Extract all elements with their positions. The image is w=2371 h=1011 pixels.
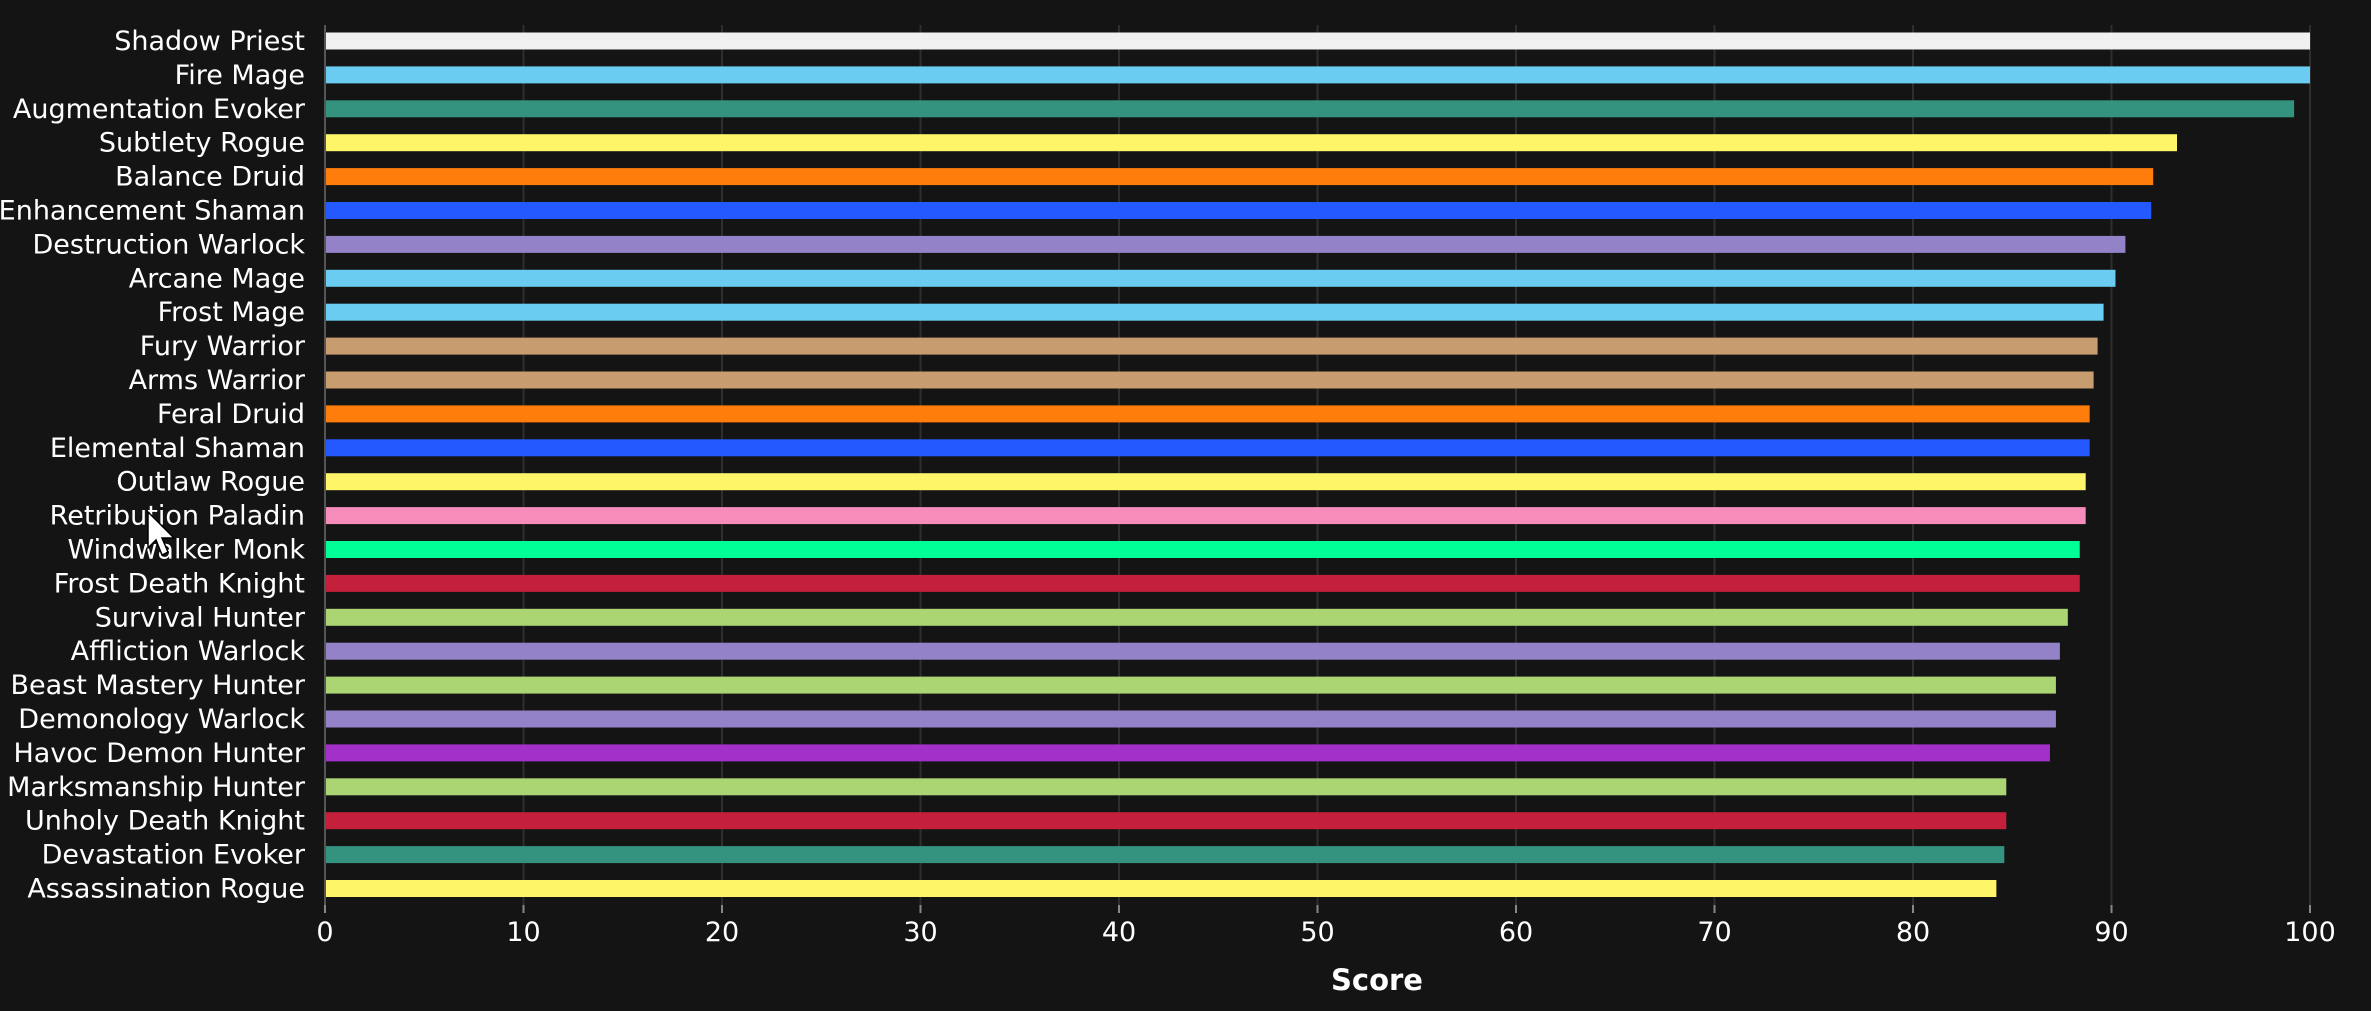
bar-retribution-paladin[interactable]	[325, 507, 2086, 525]
category-label-frost-mage: Frost Mage	[158, 297, 305, 328]
category-label-unholy-death-knight: Unholy Death Knight	[25, 806, 305, 837]
bar-affliction-warlock[interactable]	[325, 642, 2060, 660]
bar-outlaw-rogue[interactable]	[325, 473, 2086, 491]
bar-augmentation-evoker[interactable]	[325, 100, 2295, 118]
bar-arms-warrior[interactable]	[325, 371, 2094, 389]
category-label-affliction-warlock: Affliction Warlock	[71, 636, 306, 667]
category-label-fire-mage: Fire Mage	[175, 60, 305, 91]
x-axis: 0 10 20 30 40 50 60 70 80 90 100	[316, 25, 2336, 948]
category-label-enhancement-shaman: Enhancement Shaman	[0, 196, 305, 227]
x-axis-title: Score	[1331, 963, 1423, 997]
category-label-havoc-demon-hunter: Havoc Demon Hunter	[13, 738, 305, 769]
bar-destruction-warlock[interactable]	[325, 235, 2126, 253]
grid	[324, 25, 2311, 905]
bar-beast-mastery-hunter[interactable]	[325, 676, 2056, 694]
bar-fury-warrior[interactable]	[325, 337, 2098, 355]
x-tick-label-100: 100	[2284, 917, 2336, 948]
category-label-retribution-paladin: Retribution Paladin	[50, 501, 305, 532]
x-tick-label-60: 60	[1499, 917, 1533, 948]
bar-marksmanship-hunter[interactable]	[325, 778, 2007, 796]
x-tick-label-20: 20	[705, 917, 739, 948]
x-tick-label-10: 10	[506, 917, 540, 948]
x-tick-label-30: 30	[903, 917, 937, 948]
bar-balance-druid[interactable]	[325, 168, 2154, 186]
x-tick-label-80: 80	[1896, 917, 1930, 948]
category-label-outlaw-rogue: Outlaw Rogue	[116, 467, 305, 498]
category-label-elemental-shaman: Elemental Shaman	[50, 433, 305, 464]
x-tick-label-70: 70	[1697, 917, 1731, 948]
bar-devastation-evoker[interactable]	[325, 846, 2005, 864]
bar-frost-death-knight[interactable]	[325, 574, 2080, 592]
category-label-augmentation-evoker: Augmentation Evoker	[13, 94, 306, 125]
bar-unholy-death-knight[interactable]	[325, 812, 2007, 830]
category-label-balance-druid: Balance Druid	[115, 162, 305, 193]
x-tick-label-90: 90	[2094, 917, 2128, 948]
bar-enhancement-shaman[interactable]	[325, 202, 2152, 219]
category-label-survival-hunter: Survival Hunter	[95, 602, 306, 633]
category-label-fury-warrior: Fury Warrior	[140, 331, 306, 362]
x-tick-label-50: 50	[1300, 917, 1334, 948]
category-label-assassination-rogue: Assassination Rogue	[27, 874, 305, 905]
x-tick-label-0: 0	[316, 917, 333, 948]
category-label-demonology-warlock: Demonology Warlock	[18, 704, 305, 735]
category-label-feral-druid: Feral Druid	[157, 399, 305, 430]
category-label-beast-mastery-hunter: Beast Mastery Hunter	[10, 670, 305, 701]
category-label-shadow-priest: Shadow Priest	[114, 26, 305, 57]
bar-shadow-priest[interactable]	[325, 32, 2310, 50]
x-tick-label-40: 40	[1102, 917, 1136, 948]
bar-elemental-shaman[interactable]	[325, 439, 2090, 457]
bars	[325, 32, 2310, 897]
category-label-devastation-evoker: Devastation Evoker	[42, 840, 306, 871]
category-label-arms-warrior: Arms Warrior	[129, 365, 306, 396]
category-label-arcane-mage: Arcane Mage	[129, 263, 305, 294]
bar-subtlety-rogue[interactable]	[325, 134, 2178, 152]
bar-demonology-warlock[interactable]	[325, 710, 2056, 728]
category-label-frost-death-knight: Frost Death Knight	[54, 568, 305, 599]
bar-havoc-demon-hunter[interactable]	[325, 744, 2050, 762]
bar-assassination-rogue[interactable]	[325, 880, 1997, 897]
mouse-cursor-icon	[147, 510, 176, 557]
bar-windwalker-monk[interactable]	[325, 541, 2080, 558]
category-label-marksmanship-hunter: Marksmanship Hunter	[7, 772, 306, 803]
bar-feral-druid[interactable]	[325, 405, 2090, 423]
category-label-subtlety-rogue: Subtlety Rogue	[99, 128, 305, 159]
category-label-windwalker-monk: Windwalker Monk	[67, 535, 305, 566]
bar-frost-mage[interactable]	[325, 303, 2104, 321]
category-label-destruction-warlock: Destruction Warlock	[32, 229, 305, 260]
bar-survival-hunter[interactable]	[325, 608, 2068, 626]
bar-fire-mage[interactable]	[325, 66, 2310, 84]
bar-arcane-mage[interactable]	[325, 269, 2116, 287]
